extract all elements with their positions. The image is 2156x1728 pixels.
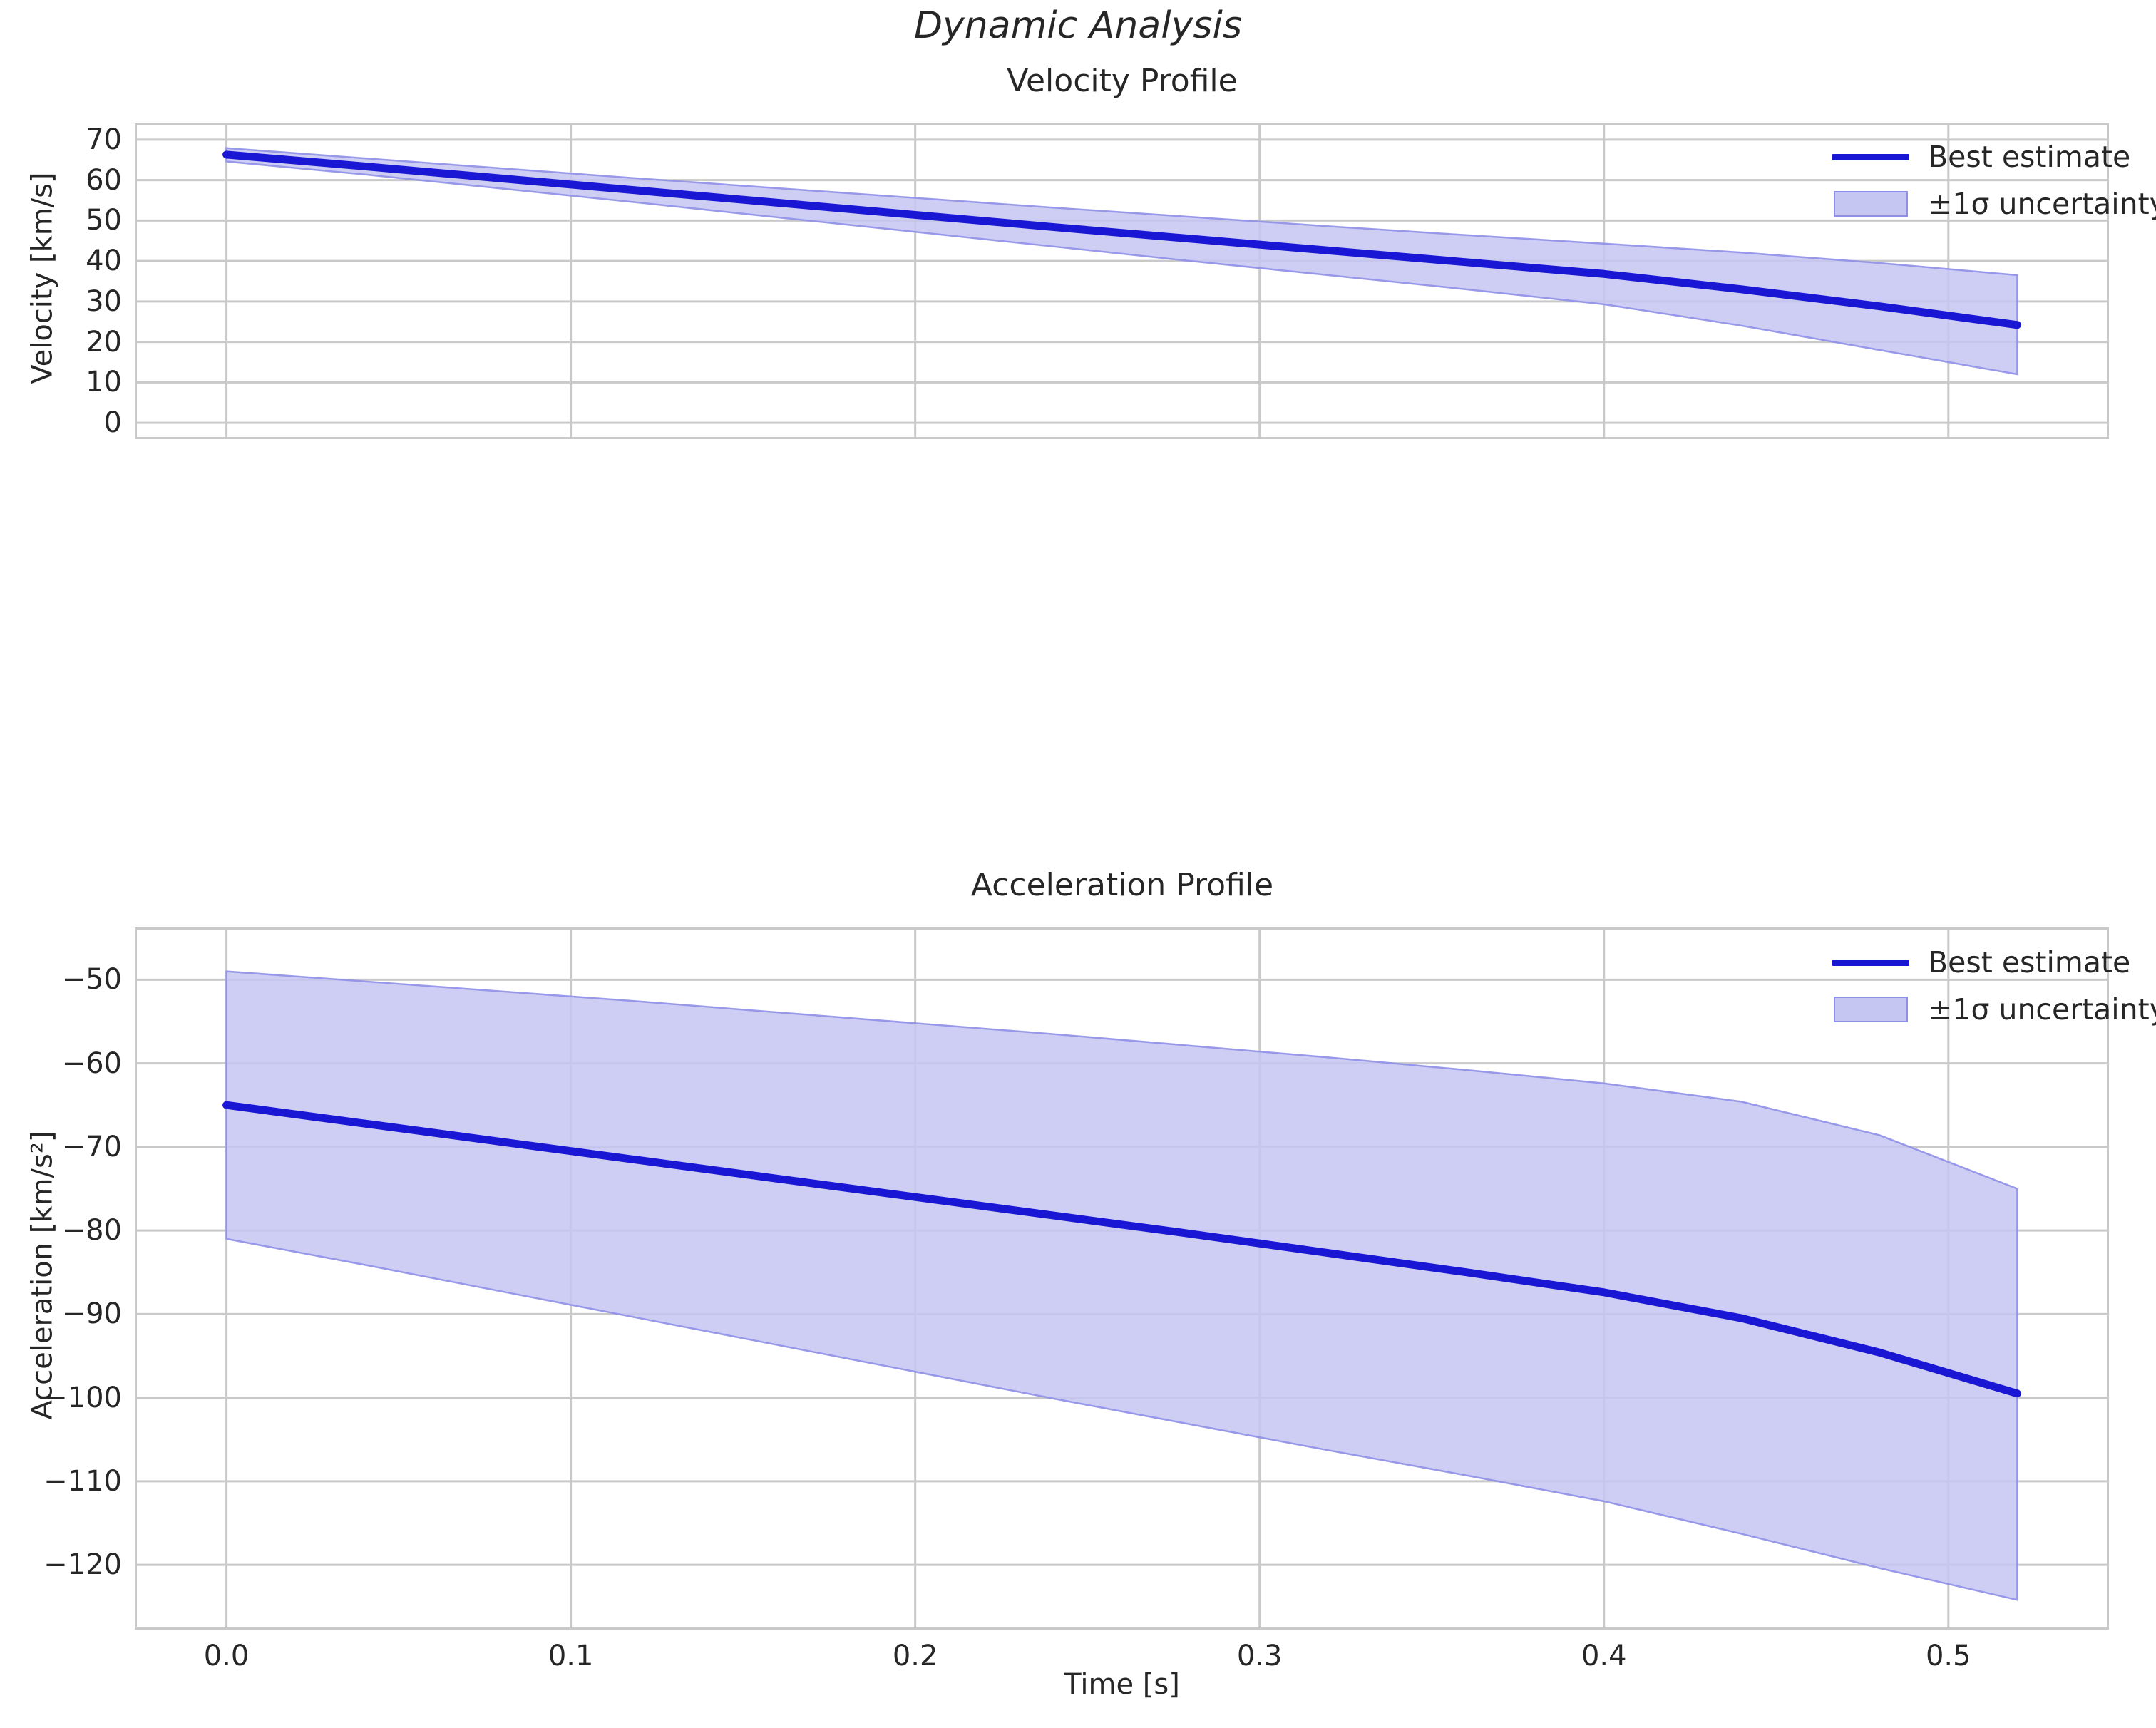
legend-label-best-estimate: Best estimate: [1928, 945, 2131, 979]
legend-label-uncertainty: ±1σ uncertainty: [1928, 992, 2156, 1027]
y-tick-label: 10: [86, 366, 122, 399]
legend-entry-uncertainty: ±1σ uncertainty: [1832, 992, 2156, 1027]
y-tick-label: −80: [61, 1214, 122, 1248]
legend-entry-best-estimate: Best estimate: [1832, 140, 2156, 174]
velocity-subplot-title: Velocity Profile: [1007, 63, 1238, 99]
y-tick-label: −70: [61, 1130, 122, 1163]
y-tick-label: −100: [43, 1381, 122, 1414]
y-tick-label: 60: [86, 163, 122, 197]
figure-suptitle: Dynamic Analysis: [913, 4, 1243, 47]
y-tick-label: 30: [86, 284, 122, 318]
velocity-plot-axes: [135, 123, 2109, 439]
y-tick-label: 70: [86, 123, 122, 156]
acceleration-plot-axes: [135, 927, 2109, 1630]
legend-label-best-estimate: Best estimate: [1928, 140, 2131, 174]
x-tick-label: 0.1: [548, 1640, 594, 1672]
acceleration-plot-svg: [137, 930, 2107, 1627]
legend-line-swatch: [1832, 948, 1909, 977]
y-tick-label: 0: [103, 406, 122, 440]
legend-label-uncertainty: ±1σ uncertainty: [1928, 187, 2156, 221]
legend-entry-best-estimate: Best estimate: [1832, 945, 2156, 979]
x-tick-label: 0.4: [1581, 1640, 1627, 1672]
y-tick-label: 20: [86, 325, 122, 359]
y-tick-label: −60: [61, 1046, 122, 1080]
y-tick-label: 40: [86, 245, 122, 278]
legend-entry-uncertainty: ±1σ uncertainty: [1832, 187, 2156, 221]
y-tick-label: −50: [61, 963, 122, 997]
legend-patch-swatch: [1832, 190, 1909, 218]
y-tick-label: −110: [43, 1464, 122, 1498]
velocity-y-axis-label: Velocity [km/s]: [26, 171, 58, 384]
y-tick-label: 50: [86, 204, 122, 237]
velocity-legend: Best estimate ±1σ uncertainty: [1832, 140, 2156, 221]
x-tick-label: 0.5: [1925, 1640, 1971, 1672]
x-tick-label: 0.0: [203, 1640, 250, 1672]
x-tick-label: 0.2: [892, 1640, 938, 1672]
legend-line-swatch: [1832, 143, 1909, 171]
acceleration-legend: Best estimate ±1σ uncertainty: [1832, 945, 2156, 1027]
acceleration-y-axis-label: Acceleration [km/s²]: [26, 1131, 58, 1419]
y-tick-label: −90: [61, 1297, 122, 1331]
velocity-plot-svg: [137, 125, 2107, 437]
acceleration-subplot-title: Acceleration Profile: [970, 867, 1274, 903]
y-tick-label: −120: [43, 1548, 122, 1582]
legend-patch-swatch: [1832, 995, 1909, 1024]
x-tick-label: 0.3: [1236, 1640, 1283, 1672]
x-axis-label: Time [s]: [1064, 1668, 1180, 1701]
